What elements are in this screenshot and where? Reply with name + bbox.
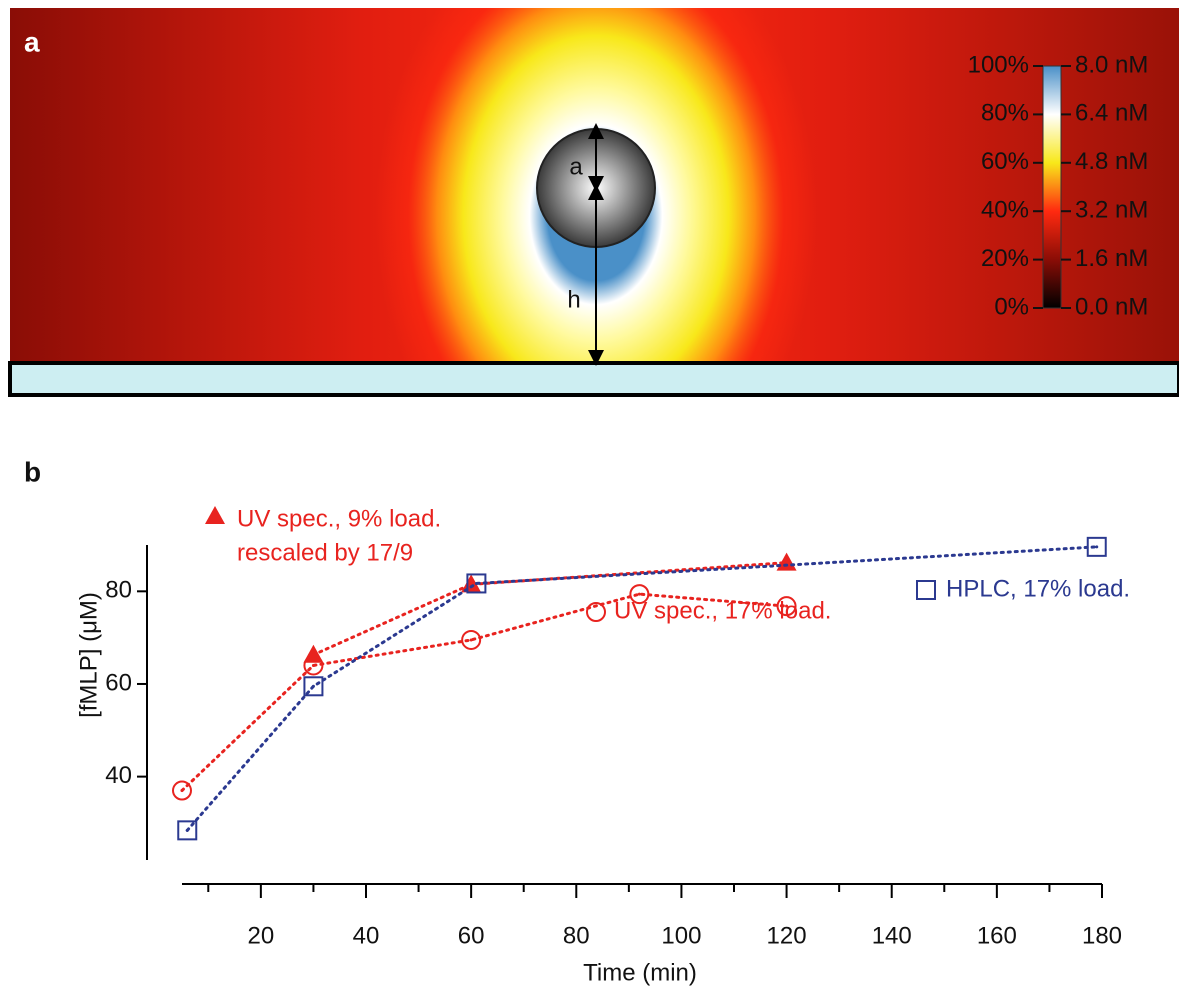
legend-marker	[205, 506, 225, 524]
panel-label: a	[24, 26, 40, 57]
data-point	[776, 596, 797, 617]
legend-marker	[916, 580, 936, 600]
colorbar-tick-label: 4.8 nM	[1075, 148, 1148, 175]
data-point	[461, 629, 482, 650]
colorbar-tick-label: 0%	[994, 293, 1029, 320]
data-point-ring	[461, 629, 482, 650]
data-point-dot	[1095, 545, 1099, 549]
legend-label: UV spec., 17% load.	[614, 597, 831, 624]
annotation: h	[567, 286, 580, 313]
x-tick-label: 120	[767, 922, 807, 949]
data-point-ring	[303, 655, 324, 676]
data-point-box	[177, 820, 198, 841]
colorbar-tick-label: 3.2 nM	[1075, 197, 1148, 224]
data-point-box	[466, 573, 487, 594]
y-tick-label: 60	[105, 669, 132, 696]
y-tick-label: 40	[105, 762, 132, 789]
x-tick-label: 160	[977, 922, 1017, 949]
data-point-dot	[637, 592, 641, 596]
x-tick-label: 180	[1082, 922, 1122, 949]
data-point-ring	[629, 584, 650, 605]
data-point	[172, 780, 192, 801]
y-axis-title: [fMLP] (μM)	[75, 592, 102, 718]
series-line	[185, 545, 1099, 832]
legend-symbol	[205, 506, 225, 524]
legend-marker	[586, 602, 606, 622]
y-tick-label: 80	[105, 577, 132, 604]
legend-label: UV spec., 9% load.	[237, 505, 441, 532]
legend-symbol	[916, 580, 936, 600]
data-point-dot	[474, 581, 478, 585]
data-point	[629, 584, 650, 605]
data-point	[303, 655, 324, 676]
series-line	[180, 592, 789, 793]
data-point	[776, 552, 797, 571]
x-axis-title: Time (min)	[583, 959, 697, 986]
data-point-dot	[311, 684, 315, 688]
data-point-box	[303, 676, 324, 697]
data-point-dot	[785, 604, 789, 608]
x-tick-label: 60	[458, 922, 485, 949]
data-point-dot	[185, 828, 189, 832]
colorbar-tick-label: 0.0 nM	[1075, 293, 1148, 320]
data-point-dot	[180, 789, 184, 793]
data-point	[461, 574, 482, 593]
data-point-dot	[311, 663, 315, 667]
colorbar-tick-label: 6.4 nM	[1075, 100, 1148, 127]
annotation: a	[569, 153, 583, 180]
legend-label: HPLC, 17% load.	[946, 575, 1130, 602]
panel-a	[8, 8, 1179, 397]
colorbar-tick-label: 8.0 nM	[1075, 51, 1148, 78]
x-tick-label: 100	[661, 922, 701, 949]
x-tick-label: 80	[563, 922, 590, 949]
data-point-box	[1086, 536, 1107, 557]
annotation: rescaled by 17/9	[237, 539, 413, 566]
colorbar-tick-label: 100%	[968, 51, 1029, 78]
data-point-ring	[172, 780, 192, 801]
data-point-ring	[776, 596, 797, 617]
legend-symbol	[586, 602, 606, 622]
substrate	[8, 361, 1179, 397]
x-tick-label: 140	[872, 922, 912, 949]
x-tick-label: 40	[353, 922, 380, 949]
data-point	[177, 820, 198, 841]
data-point	[1086, 536, 1107, 557]
data-point	[466, 573, 487, 594]
colorbar-tick-label: 60%	[981, 148, 1029, 175]
colorbar-tick-label: 20%	[981, 245, 1029, 272]
panel-label: b	[24, 456, 41, 487]
data-point	[303, 676, 324, 697]
colorbar-tick-label: 40%	[981, 197, 1029, 224]
colorbar	[1042, 65, 1062, 309]
x-tick-label: 20	[248, 922, 275, 949]
data-point-dot	[469, 638, 473, 642]
colorbar-tick-label: 80%	[981, 100, 1029, 127]
colorbar-tick-label: 1.6 nM	[1075, 245, 1148, 272]
